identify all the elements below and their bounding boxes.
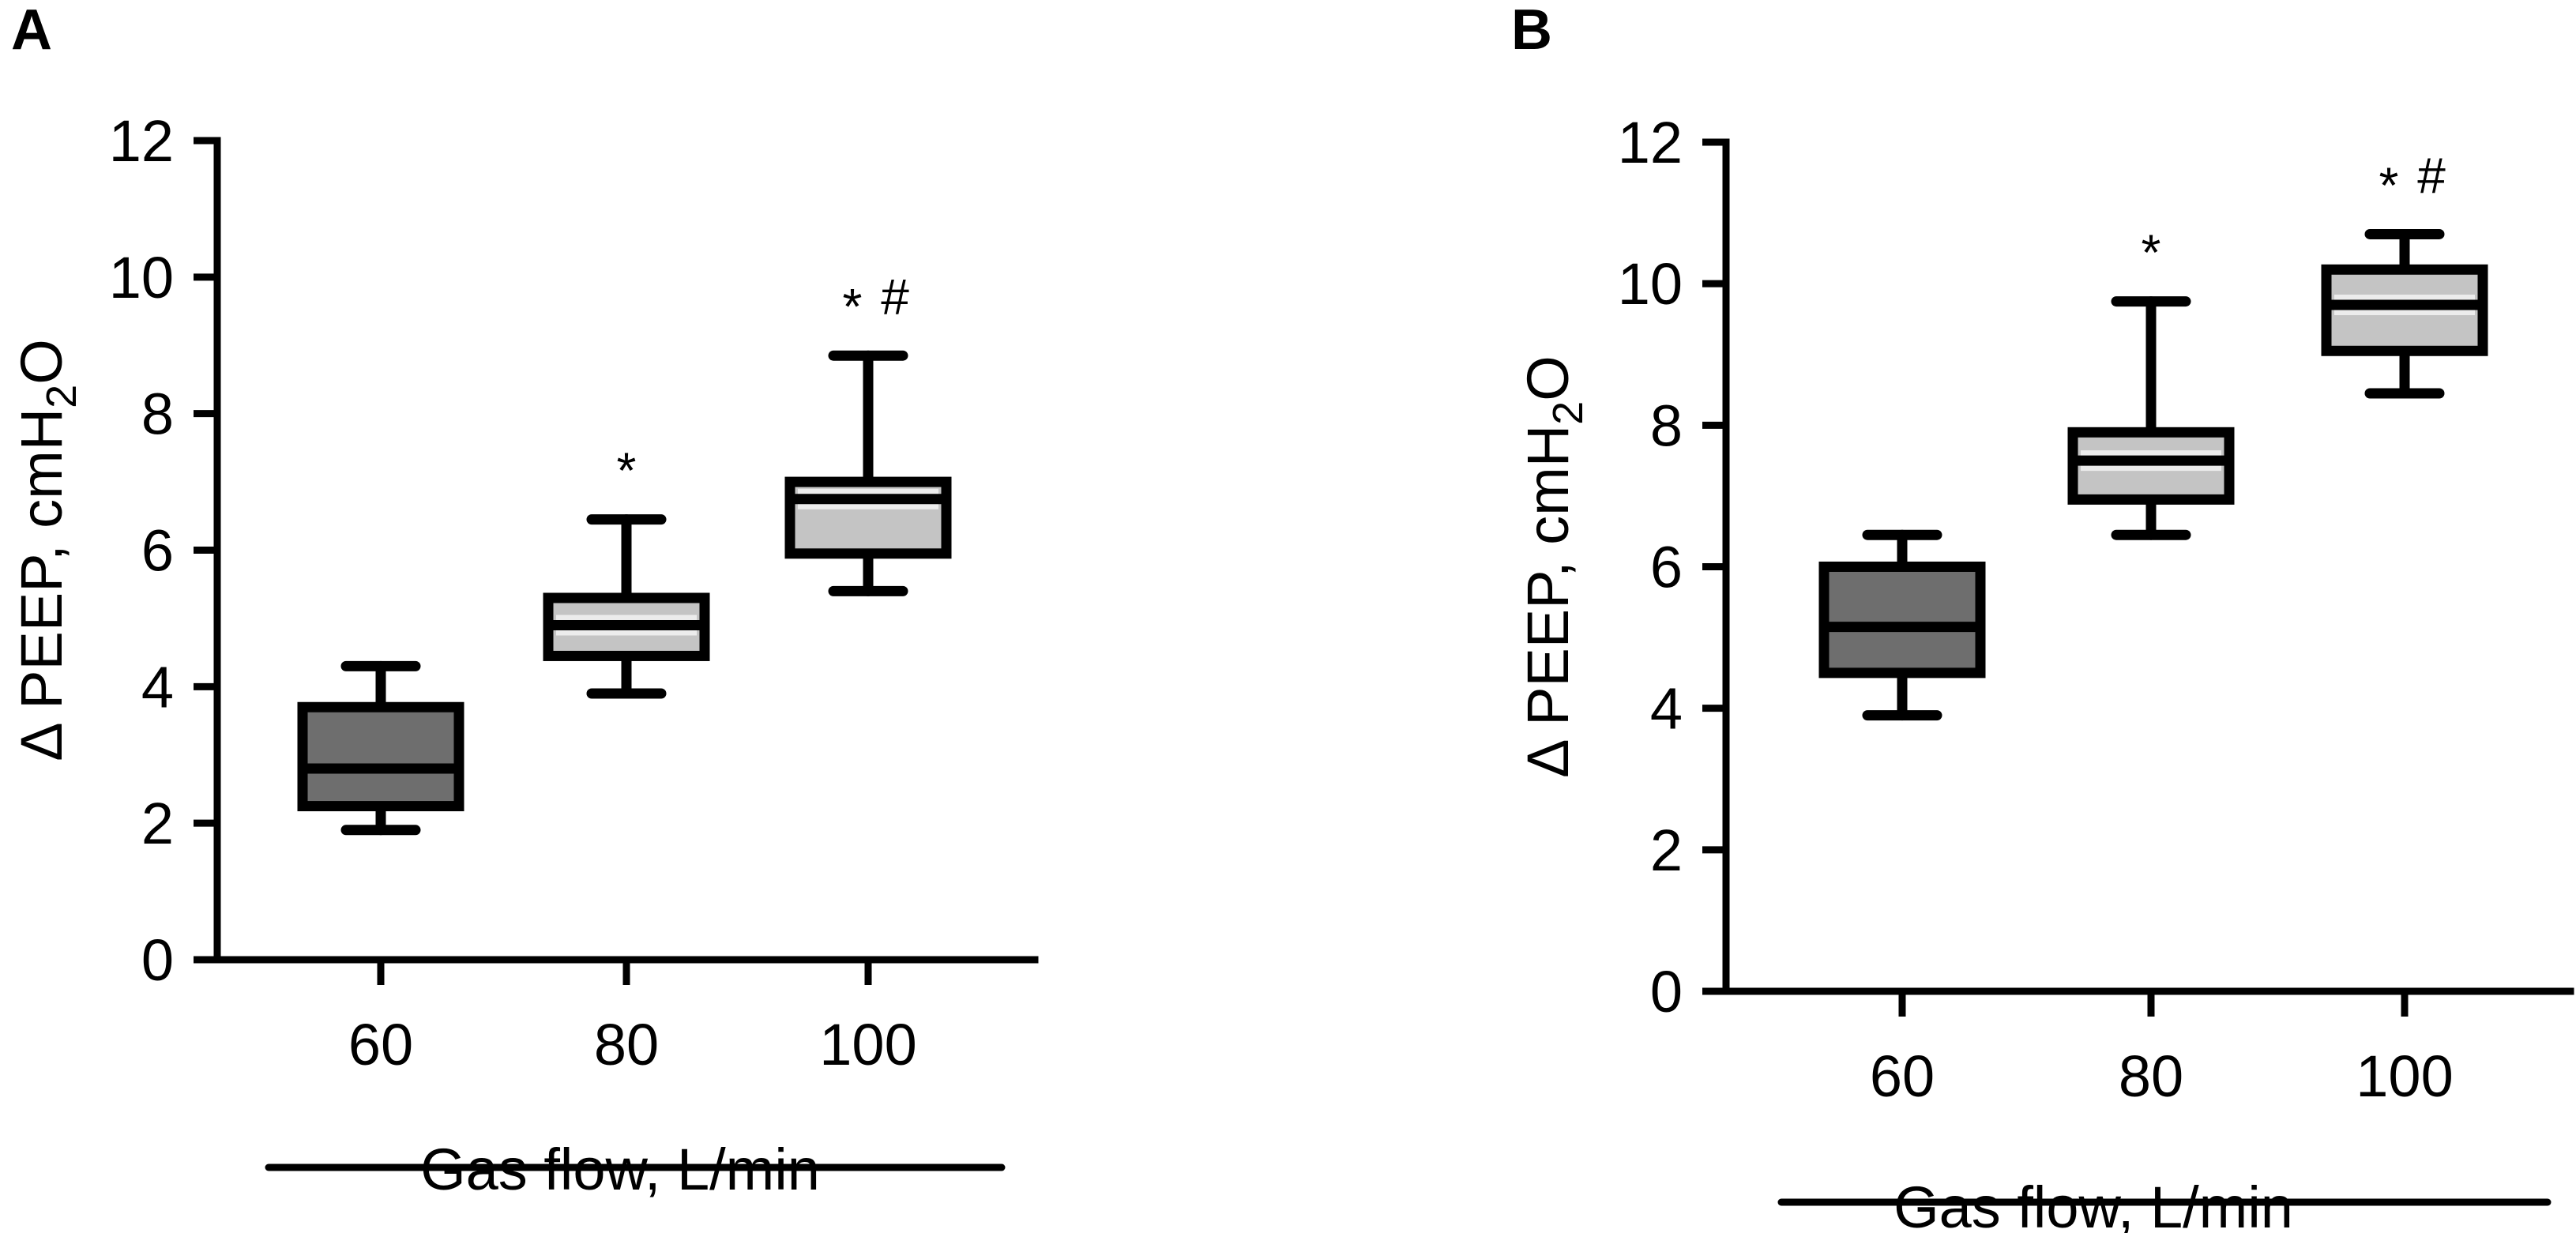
panel-a-significance-star: * bbox=[617, 442, 637, 499]
panel-a-significance-star: * bbox=[843, 278, 863, 335]
panel-a-x-axis-title: Gas flow, L/min bbox=[420, 1137, 820, 1202]
panel-b-y-tick-label: 0 bbox=[1650, 959, 1683, 1024]
panel-b-y-tick-label: 10 bbox=[1618, 251, 1683, 317]
panel-b-x-tick-label: 100 bbox=[2356, 1043, 2453, 1109]
panel-b-x-tick-label: 80 bbox=[2119, 1043, 2183, 1109]
panel-a-box-60: 60 bbox=[297, 660, 464, 1077]
panel-a-x-tick-label: 100 bbox=[819, 1012, 916, 1077]
panel-a-y-tick-label: 6 bbox=[141, 518, 174, 584]
panel-a-significance-hash: # bbox=[881, 269, 909, 325]
panel-b-y-tick-label: 12 bbox=[1618, 110, 1683, 175]
panel-a-y-tick-label: 12 bbox=[109, 108, 174, 174]
panel-b-x-axis-title: Gas flow, L/min bbox=[1893, 1175, 2293, 1233]
panel-a-y-tick-label: 4 bbox=[141, 654, 174, 720]
panel-b-box-80: 80 * bbox=[2067, 224, 2235, 1109]
panel-b-y-axis-title: Δ PEEP, cmH2O bbox=[1515, 355, 1592, 778]
panel-a-box-100: 100 * # bbox=[784, 269, 952, 1077]
panel-b-y-tick-label: 6 bbox=[1650, 535, 1683, 600]
panel-a-y-tick-label: 10 bbox=[109, 245, 174, 310]
panel-b-x-tick-label: 60 bbox=[1870, 1043, 1935, 1109]
panel-b-y-tick-label: 8 bbox=[1650, 393, 1683, 458]
panel-a-x-tick-label: 60 bbox=[348, 1012, 413, 1077]
panel-b-y-tick-label: 2 bbox=[1650, 818, 1683, 883]
panel-a-y-tick-label: 2 bbox=[141, 791, 174, 856]
panel-a-y-tick-label: 8 bbox=[141, 382, 174, 447]
panel-b-letter: B bbox=[1511, 0, 1552, 62]
panel-a-box-80: 80 * bbox=[543, 442, 710, 1077]
panel-b-significance-star: * bbox=[2142, 224, 2161, 281]
panel-a: A 0 2 4 6 8 10 12 Δ PEEP, cmH2O 60 80 * 100 * # Gas flo… bbox=[9, 0, 1039, 1202]
panel-b-box-60: 60 bbox=[1818, 529, 1986, 1109]
panel-b-iqr-box bbox=[1818, 562, 1986, 679]
panel-b-y-tick-label: 4 bbox=[1650, 676, 1683, 742]
panel-a-iqr-box bbox=[297, 701, 464, 812]
panel-b-significance-star: * bbox=[2379, 156, 2399, 213]
panel-a-x-tick-label: 80 bbox=[594, 1012, 659, 1077]
panel-a-y-axis-title: Δ PEEP, cmH2O bbox=[9, 339, 85, 761]
panel-b-box-100: 100 * # bbox=[2321, 147, 2488, 1109]
panel-a-y-tick-label: 0 bbox=[141, 927, 174, 993]
panel-a-letter: A bbox=[11, 0, 52, 62]
panel-b-significance-hash: # bbox=[2417, 147, 2446, 204]
panel-b: B 0 2 4 6 8 10 12 Δ PEEP, cmH2O 60 80 * 100 * # Gas flo… bbox=[1511, 0, 2574, 1233]
